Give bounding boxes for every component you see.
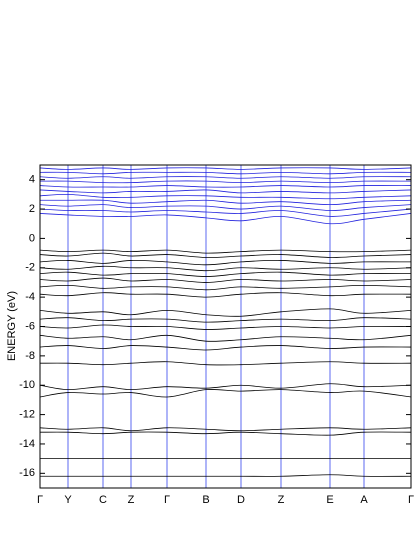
band-line [40,213,411,225]
y-tick-label: 2 [29,203,35,215]
band-line [40,204,411,211]
band-line [40,271,411,277]
y-tick-label: -14 [19,438,35,450]
band-line [40,176,411,179]
axes: -16 -14 -12 -10 -8 -6 -4 -2 0 2 4 Γ Y C Z Γ B D Z E A Γ [19,174,414,506]
band-line [40,308,411,317]
band-line [40,324,411,330]
band-line [40,334,411,342]
x-tick-label: Z [278,494,285,506]
band-line [40,171,411,175]
y-tick-label: -8 [25,350,35,362]
x-tick-label: Y [64,494,72,506]
y-axis-label: ENERGY (eV) [6,291,18,361]
band-line [40,265,411,272]
band-line [40,317,411,323]
y-tick-label: 4 [29,174,35,186]
band-line [40,389,411,398]
y-tick-label: -6 [25,320,35,332]
x-tick-label: Z [128,494,135,506]
band-line [40,345,411,351]
y-tick-label: -2 [25,262,35,274]
x-tick-label: B [202,494,209,506]
x-tick-label: Γ [164,494,170,506]
band-line [40,252,411,258]
band-line [40,167,411,170]
x-tick-label: Γ [37,494,43,506]
band-line [40,277,411,283]
y-tick-label: -4 [25,291,35,303]
band-line [40,427,411,432]
x-tick-label: D [237,494,245,506]
band-line [40,259,411,266]
y-tick-label: -12 [19,408,35,420]
band-line [40,431,411,436]
y-tick-label: -10 [19,379,35,391]
band-line [40,292,411,298]
y-tick-label: -16 [19,467,35,479]
band-line [40,199,411,206]
band-line [40,208,411,217]
band-line [40,361,411,366]
band-line [40,474,411,477]
band-line [40,193,411,200]
bands [40,167,411,477]
band-line [40,383,411,391]
band-line [40,185,411,188]
x-tick-label: Γ [408,494,414,506]
x-tick-label: E [326,494,333,506]
y-tick-label: 0 [29,232,35,244]
band-line [40,189,411,194]
x-tick-label: A [360,494,368,506]
band-line [40,284,411,291]
x-tick-label: C [99,494,107,506]
band-line [40,180,411,184]
band-line [40,249,411,254]
